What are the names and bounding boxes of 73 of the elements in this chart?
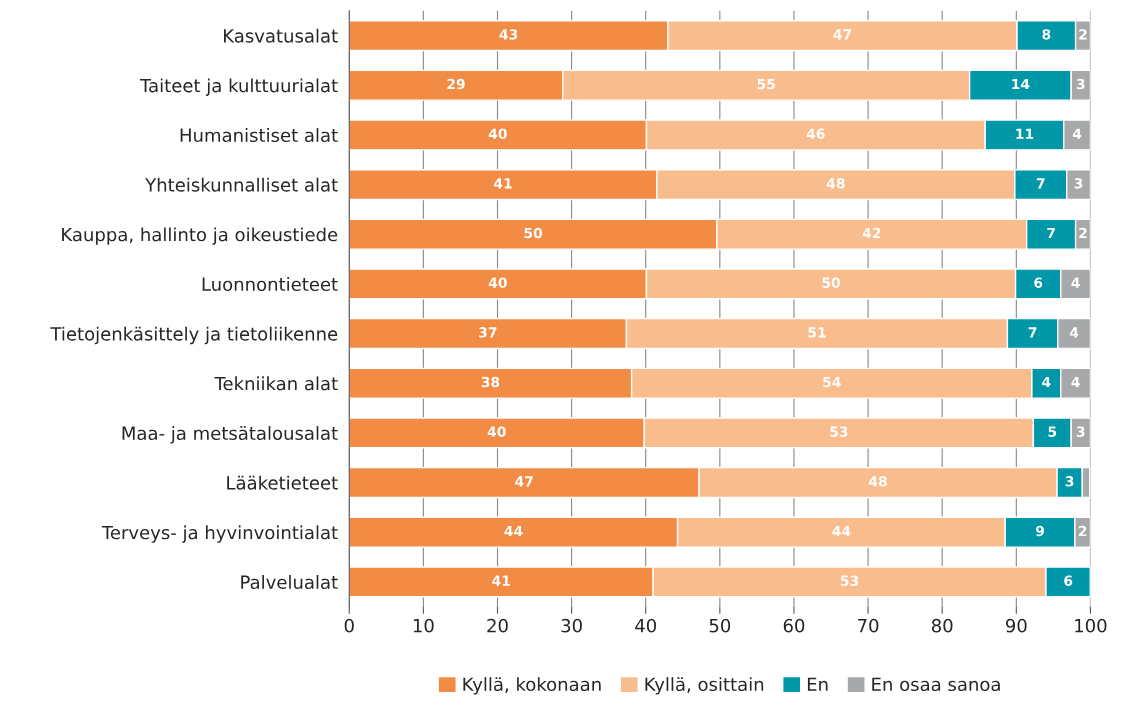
y-tick-label: Humanistiset alat xyxy=(180,128,338,143)
data-label: 4 xyxy=(1072,128,1082,139)
y-tick-label: Luonnontieteet xyxy=(202,277,338,292)
data-label: 5 xyxy=(1048,426,1057,437)
data-label: 9 xyxy=(1035,525,1044,537)
data-label: 44 xyxy=(832,525,851,537)
data-label: 42 xyxy=(862,227,881,239)
data-label: 53 xyxy=(840,575,859,586)
data-label: 3 xyxy=(1065,476,1074,487)
y-tick-label: Palvelualat xyxy=(241,575,338,589)
y-tick-label: Yhteiskunnalliset alat xyxy=(145,177,338,192)
data-label: 14 xyxy=(1012,78,1030,90)
x-tick-label: 80 xyxy=(931,618,953,633)
data-label: 40 xyxy=(488,277,507,288)
data-label: 8 xyxy=(1042,29,1051,40)
x-tick-label: 70 xyxy=(858,618,879,633)
data-label: 3 xyxy=(1076,78,1085,90)
y-tick-label: Kauppa, hallinto ja oikeustiede xyxy=(62,227,338,245)
data-label: 4 xyxy=(1071,376,1080,388)
x-tick-label: 40 xyxy=(635,618,657,633)
data-label: 7 xyxy=(1047,227,1055,239)
data-label: 43 xyxy=(499,29,518,40)
data-label: 4 xyxy=(1071,277,1080,288)
legend-label: En osaa sanoa xyxy=(872,677,1000,692)
data-label: 3 xyxy=(1076,426,1085,437)
data-label: 6 xyxy=(1064,575,1073,586)
data-label: 7 xyxy=(1028,327,1037,338)
data-label: 2 xyxy=(1079,29,1087,40)
data-label: 51 xyxy=(808,327,826,338)
y-tick-label: Tietojenkäsittely ja tietoliikenne xyxy=(50,326,338,345)
y-tick-label: Maa- ja metsätalousalat xyxy=(122,426,338,444)
data-label: 38 xyxy=(481,376,500,388)
x-tick-label: 10 xyxy=(413,618,434,633)
x-tick-label: 30 xyxy=(561,618,582,633)
x-tick-label: 60 xyxy=(783,618,805,633)
x-tick-label: 20 xyxy=(487,618,508,633)
data-label: 53 xyxy=(830,426,848,437)
data-label: 29 xyxy=(447,78,465,90)
data-label: 3 xyxy=(1074,178,1083,189)
y-tick-label: Tekniikan alat xyxy=(214,376,338,391)
data-label: 44 xyxy=(504,525,523,537)
data-label: 7 xyxy=(1036,178,1045,189)
data-label: 40 xyxy=(488,128,507,139)
data-label: 55 xyxy=(757,78,775,90)
x-tick-label: 0 xyxy=(344,618,354,633)
data-label: 2 xyxy=(1078,525,1087,537)
legend-label: Kyllä, kokonaan xyxy=(463,677,601,695)
data-label: 41 xyxy=(494,178,512,189)
y-tick-label: Lääketieteet xyxy=(227,475,338,490)
x-tick-label: 100 xyxy=(1075,618,1107,633)
y-tick-label: Terveys- ja hyvinvointialat xyxy=(101,525,338,543)
data-label: 4 xyxy=(1069,327,1079,338)
y-tick-label: Kasvatusalat xyxy=(224,28,338,43)
data-label: 37 xyxy=(479,327,497,338)
data-label: 48 xyxy=(826,178,845,189)
data-label: 40 xyxy=(487,426,506,437)
data-label: 48 xyxy=(869,476,887,487)
data-label: 2 xyxy=(1079,227,1087,239)
data-label: 46 xyxy=(806,128,825,139)
x-tick-label: 90 xyxy=(1005,618,1027,633)
data-label: 11 xyxy=(1016,128,1034,139)
legend-label: En xyxy=(807,677,828,691)
data-label: 47 xyxy=(515,476,533,487)
data-label: 4 xyxy=(1042,376,1051,388)
data-label: 54 xyxy=(823,376,841,388)
y-tick-label: Taiteet ja kulttuurialat xyxy=(139,78,338,96)
legend-label: Kyllä, osittain xyxy=(645,677,764,695)
data-label: 50 xyxy=(524,227,543,239)
data-label: 47 xyxy=(833,29,852,40)
x-tick-label: 50 xyxy=(709,618,731,633)
data-label: 6 xyxy=(1034,277,1043,288)
data-label: 41 xyxy=(492,575,510,586)
data-label: 50 xyxy=(822,277,841,288)
